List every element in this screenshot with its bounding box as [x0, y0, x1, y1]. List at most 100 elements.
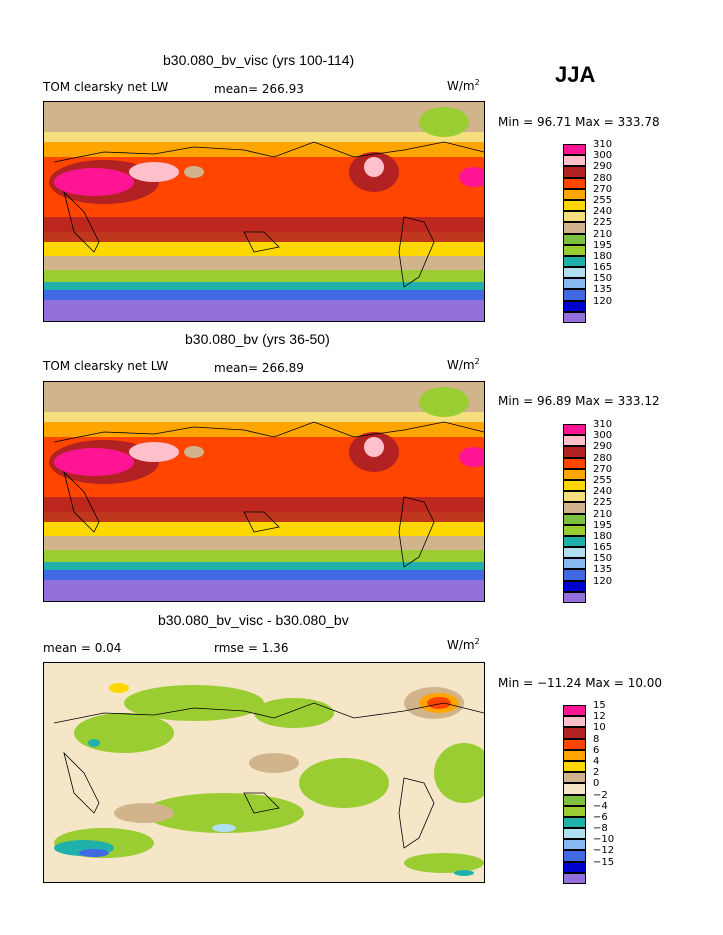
- legend-level: 270: [593, 463, 613, 475]
- legend-level: 165: [593, 542, 613, 554]
- legend-swatch: [563, 502, 586, 514]
- legend-swatch: [563, 267, 586, 279]
- legend-row: 120: [563, 576, 629, 592]
- legend-level: 120: [593, 295, 613, 307]
- legend-level: 195: [593, 519, 613, 531]
- legend-row: 255: [563, 475, 629, 492]
- region: [459, 167, 484, 187]
- panel-1-variable-label: TOM clearsky net LW: [43, 80, 169, 94]
- legend-level: 300: [593, 150, 613, 162]
- legend-level: 8: [593, 733, 600, 745]
- legend-level: 255: [593, 194, 613, 206]
- band: [44, 550, 484, 562]
- region: [404, 853, 484, 873]
- legend-row: 195: [563, 520, 629, 536]
- legend-level: 180: [593, 530, 613, 542]
- legend-swatch: [563, 479, 586, 492]
- legend-level: 290: [593, 441, 613, 453]
- legend-row: 270: [563, 464, 629, 480]
- season-label: JJA: [555, 62, 596, 87]
- legend-row: −15: [563, 857, 629, 873]
- panel-2-variable-label: TOM clearsky net LW: [43, 359, 169, 373]
- band: [44, 300, 484, 321]
- legend-swatch: [563, 580, 586, 592]
- region: [79, 849, 109, 857]
- legend-level: 310: [593, 139, 613, 150]
- legend-row: 180: [563, 251, 629, 268]
- panel-3-map: [43, 662, 485, 883]
- legend-row: 240: [563, 486, 629, 503]
- panel-3-title: b30.080_bv_visc - b30.080_bv: [158, 612, 349, 628]
- legend-swatch: [563, 591, 586, 603]
- legend-swatch: [563, 446, 586, 458]
- region: [419, 387, 469, 417]
- legend-row: −12: [563, 845, 629, 862]
- coastline: [243, 231, 280, 253]
- legend-swatch: [563, 468, 586, 480]
- legend-swatch: [563, 222, 586, 234]
- legend-swatch: [563, 255, 586, 268]
- legend-row: [563, 311, 629, 323]
- coastline: [63, 470, 100, 533]
- legend-swatch: [563, 155, 586, 167]
- legend-row: 210: [563, 509, 629, 525]
- legend-swatch: [563, 727, 586, 739]
- legend-swatch: [563, 166, 586, 178]
- legend-swatch: [563, 435, 586, 447]
- region: [249, 753, 299, 773]
- legend-swatch: [563, 535, 586, 548]
- legend-swatch: [563, 144, 586, 156]
- legend-level: 210: [593, 508, 613, 520]
- legend-row: 12: [563, 711, 629, 728]
- band: [44, 562, 484, 570]
- legend-row: −6: [563, 812, 629, 829]
- legend-row: 300: [563, 430, 629, 447]
- legend-level: 225: [593, 497, 613, 509]
- coastline: [243, 792, 280, 814]
- legend-row: 165: [563, 542, 629, 559]
- region: [364, 157, 384, 177]
- region: [88, 739, 100, 747]
- region: [54, 168, 134, 196]
- legend-swatch: [563, 705, 586, 717]
- coastline: [398, 777, 435, 849]
- region: [129, 162, 179, 182]
- coastline: [63, 190, 100, 253]
- band: [44, 270, 484, 282]
- coastline: [398, 216, 435, 288]
- legend-level: 10: [593, 722, 606, 734]
- region: [54, 448, 134, 476]
- panel-3-legend: 15 12 10 8 6 4 2 0 −2 −4 −6 −8 −10 −12 −…: [563, 700, 629, 884]
- coastline: [53, 421, 484, 443]
- legend-row: 290: [563, 441, 629, 458]
- legend-swatch: [563, 816, 586, 829]
- band: [44, 522, 484, 536]
- band: [44, 256, 484, 270]
- panel-2-legend: 310 300 290 280 270 255 240 225 210 195 …: [563, 419, 629, 603]
- band: [44, 580, 484, 601]
- legend-row: 0: [563, 778, 629, 795]
- legend-swatch: [563, 289, 586, 301]
- legend-row: 270: [563, 184, 629, 200]
- legend-row: [563, 872, 629, 884]
- legend-swatch: [563, 828, 586, 840]
- panel-1-legend: 310 300 290 280 270 255 240 225 210 195 …: [563, 139, 629, 323]
- region: [129, 442, 179, 462]
- legend-swatch: [563, 839, 586, 851]
- legend-swatch: [563, 794, 586, 806]
- legend-row: −10: [563, 834, 629, 851]
- legend-row: 240: [563, 206, 629, 223]
- legend-level: 135: [593, 564, 613, 576]
- panel-1-title: b30.080_bv_visc (yrs 100-114): [163, 52, 355, 68]
- panel-3-units: W/m2: [447, 637, 480, 652]
- legend-row: 290: [563, 161, 629, 178]
- panel-3-field-svg: [44, 663, 484, 882]
- legend-swatch: [563, 524, 586, 536]
- legend-level: 300: [593, 430, 613, 442]
- legend-row: 135: [563, 564, 629, 581]
- legend-swatch: [563, 457, 586, 469]
- region: [114, 803, 174, 823]
- legend-swatch: [563, 772, 586, 784]
- legend-level: 290: [593, 161, 613, 173]
- legend-level: 135: [593, 284, 613, 296]
